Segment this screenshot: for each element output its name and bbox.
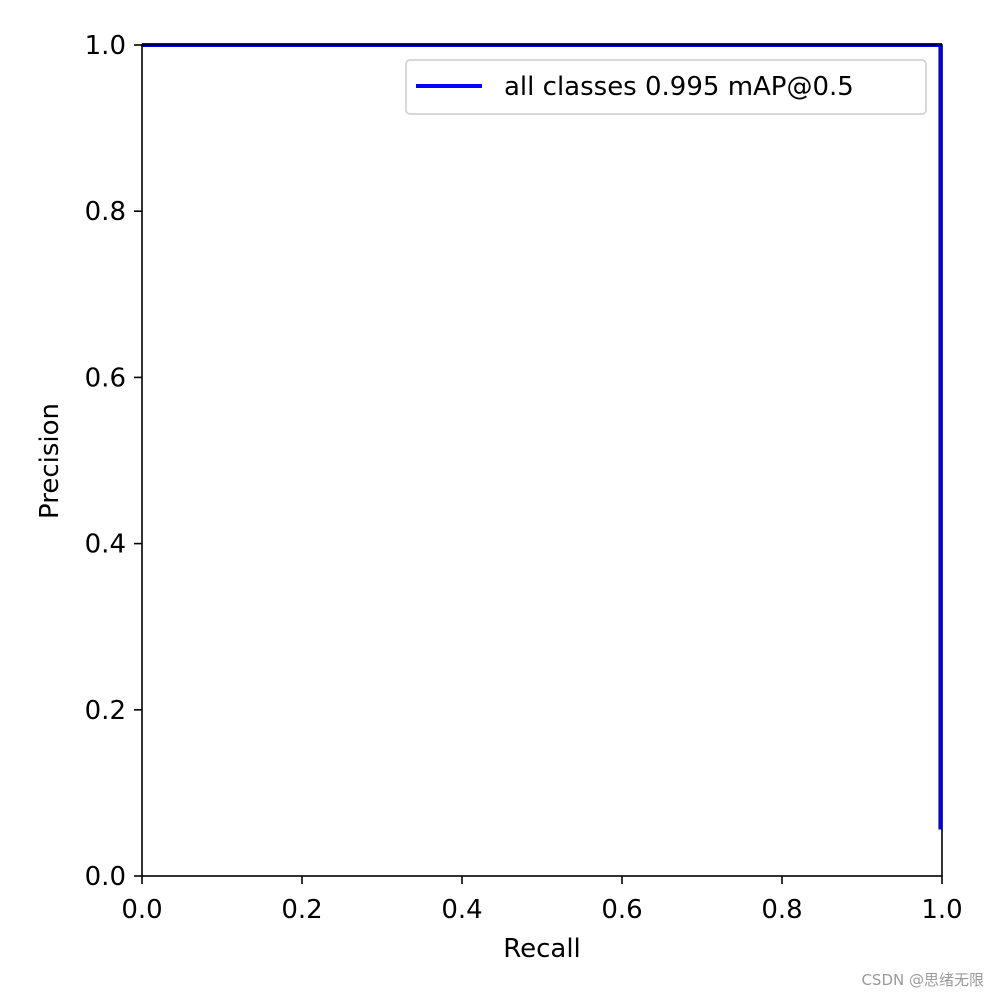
y-axis-label: Precision — [35, 403, 65, 519]
plot-frame — [141, 44, 943, 877]
x-tick-label: 1.0 — [921, 895, 962, 925]
y-tick-label: 0.0 — [85, 862, 126, 892]
legend-box — [405, 59, 927, 115]
series-layer — [142, 43, 943, 830]
legend-label-all-classes: all classes 0.995 mAP@0.5 — [504, 72, 854, 102]
x-axis-label: Recall — [503, 934, 581, 964]
x-tick-label: 0.6 — [601, 895, 642, 925]
x-tick-label: 0.2 — [281, 895, 322, 925]
y-tick-label: 0.6 — [85, 363, 126, 393]
y-tick-label: 1.0 — [85, 31, 126, 61]
y-tick-label: 0.8 — [85, 197, 126, 227]
legend: all classes 0.995 mAP@0.5 — [405, 59, 927, 115]
y-axis-ticks: 0.0 0.2 0.4 0.6 0.8 1.0 — [85, 31, 142, 892]
x-axis-ticks: 0.0 0.2 0.4 0.6 0.8 1.0 — [121, 876, 963, 925]
x-tick-label: 0.0 — [121, 895, 162, 925]
y-tick-label: 0.2 — [85, 696, 126, 726]
x-tick-label: 0.8 — [761, 895, 802, 925]
x-tick-label: 0.4 — [441, 895, 482, 925]
y-tick-label: 0.4 — [85, 530, 126, 560]
series-line-0 — [142, 43, 943, 830]
watermark-text: CSDN @思绪无限 — [861, 971, 984, 989]
